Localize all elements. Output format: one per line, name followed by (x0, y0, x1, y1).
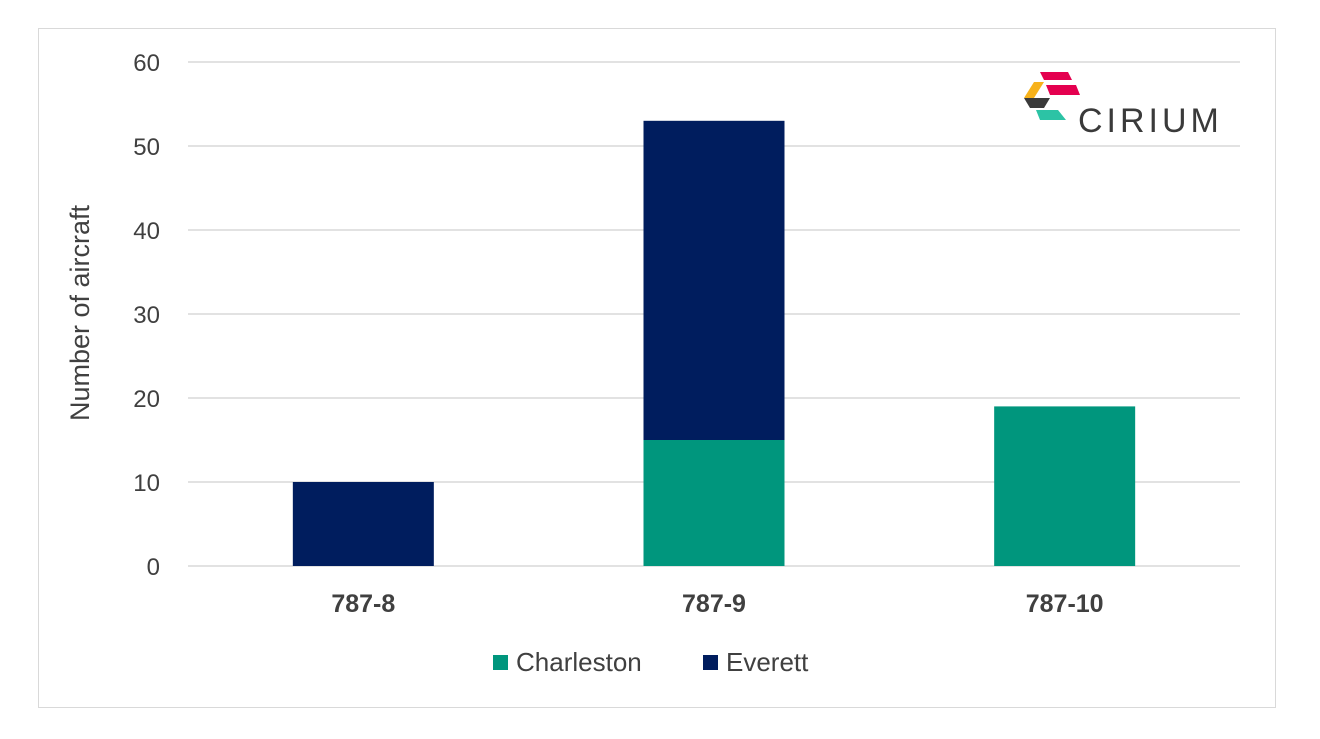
logo-text: CIRIUM (1078, 102, 1223, 140)
cirium-logo: CIRIUM (1024, 72, 1223, 140)
legend-swatch (493, 655, 508, 670)
bar-segment-charleston (643, 440, 785, 566)
legend-swatch (703, 655, 718, 670)
bars (292, 120, 1136, 566)
y-tick-label: 10 (133, 470, 160, 497)
y-axis-label: Number of aircraft (65, 204, 95, 421)
legend-label: Everett (726, 647, 809, 677)
x-axis-categories: 787-8 787-9 787-10 (331, 590, 1103, 618)
y-tick-label: 20 (133, 386, 160, 413)
bar-segment-everett (643, 120, 785, 441)
x-category-label: 787-8 (331, 590, 395, 618)
legend-label: Charleston (516, 647, 642, 677)
y-axis-ticks: 0 10 20 30 40 50 60 (133, 50, 160, 581)
bar-segment-everett (292, 482, 434, 566)
legend: Charleston Everett (493, 647, 809, 677)
x-category-label: 787-9 (682, 590, 746, 618)
bar-segment-charleston (994, 406, 1136, 566)
y-tick-label: 0 (147, 554, 160, 581)
y-tick-label: 40 (133, 218, 160, 245)
y-tick-label: 50 (133, 134, 160, 161)
y-tick-label: 60 (133, 50, 160, 77)
y-tick-label: 30 (133, 302, 160, 329)
cirium-logo-mark (1024, 72, 1080, 120)
x-category-label: 787-10 (1026, 590, 1104, 618)
